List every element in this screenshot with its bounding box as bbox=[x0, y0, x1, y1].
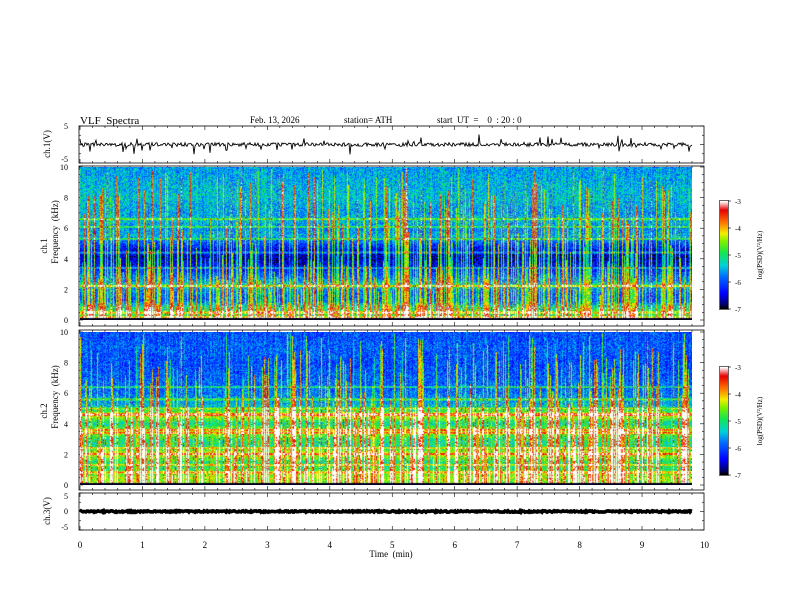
ch2-colorbar-label: log(PSD)(V²/Hz) bbox=[756, 396, 764, 445]
x-tick-label: 7 bbox=[515, 540, 520, 550]
y-tick-label: 10 bbox=[60, 163, 68, 172]
y-tick-label: 6 bbox=[64, 389, 68, 398]
ch1-colorbar-label: log(PSD)(V²/Hz) bbox=[756, 230, 764, 279]
y-tick-label: 4 bbox=[64, 255, 68, 264]
ch1-spec-ylabel-freq: Frequency (kHz) bbox=[50, 200, 60, 263]
colorbar-tick-label: -7 bbox=[735, 306, 741, 314]
ch2-spec-ylabel-ch: ch.2 bbox=[39, 403, 49, 418]
x-tick-label: 6 bbox=[452, 540, 457, 550]
date-label: Feb. 13, 2026 bbox=[250, 115, 300, 125]
ch2-spectrogram-heatmap bbox=[80, 332, 692, 485]
ch3-ylabel: ch.3(V) bbox=[42, 497, 52, 525]
colorbar-tick-label: -3 bbox=[735, 364, 741, 372]
x-axis-tick-labels: 0 1 2 3 4 5 6 7 8 9 10 bbox=[78, 540, 710, 550]
x-tick-label: 0 bbox=[78, 540, 83, 550]
ch1-waveform-line bbox=[79, 134, 693, 155]
colorbar-tick-label: -6 bbox=[735, 445, 741, 453]
ch1-spec-ytick-labels: 0 2 4 6 8 10 bbox=[60, 163, 68, 325]
ch1-colorbar-ticks: -3 -4 -5 -6 -7 bbox=[728, 198, 741, 314]
x-tick-label: 2 bbox=[203, 540, 208, 550]
figure-title: VLF Spectra bbox=[80, 115, 139, 127]
x-tick-label: 8 bbox=[577, 540, 582, 550]
y-tick-label: 0 bbox=[64, 316, 68, 325]
ch1-ytick-top: 5 bbox=[64, 122, 68, 131]
ch2-spec-ytick-labels: 0 2 4 6 8 10 bbox=[60, 328, 68, 490]
ch2-spec-white-strip bbox=[80, 485, 692, 489]
colorbar-tick-label: -6 bbox=[735, 279, 741, 287]
ch3-ytick-mid: 0 bbox=[64, 507, 68, 516]
y-tick-label: 10 bbox=[60, 328, 68, 337]
station-label: station= ATH bbox=[344, 115, 393, 125]
ch1-ticks bbox=[79, 125, 704, 164]
ch2-colorbar-ticks: -3 -4 -5 -6 -7 bbox=[728, 364, 741, 480]
colorbar-tick-label: -3 bbox=[735, 198, 741, 206]
y-tick-label: 6 bbox=[64, 224, 68, 233]
ch1-ytick-bottom: -5 bbox=[61, 155, 68, 164]
colorbar-tick-label: -5 bbox=[735, 418, 741, 426]
colorbar-tick-label: -5 bbox=[735, 252, 741, 260]
ch2-spec-ylabel-freq: Frequency (kHz) bbox=[50, 365, 60, 428]
ch1-spectrogram-heatmap bbox=[80, 167, 692, 320]
panel-ch1-waveform: 5 -5 ch.1(V) bbox=[42, 122, 705, 164]
y-tick-label: 8 bbox=[64, 359, 68, 368]
x-tick-label: 5 bbox=[390, 540, 395, 550]
panel-ch3-waveform: 5 0 -5 ch.3(V) bbox=[42, 492, 705, 532]
y-tick-label: 2 bbox=[64, 285, 68, 294]
x-tick-label: 10 bbox=[700, 540, 710, 550]
ch2-spec-frame bbox=[78, 329, 705, 491]
y-tick-label: 2 bbox=[64, 450, 68, 459]
ch3-ytick-bottom: -5 bbox=[61, 523, 68, 532]
ch1-spec-white-strip bbox=[80, 320, 692, 325]
ch3-waveform-line bbox=[78, 507, 693, 516]
colorbar-tick-label: -4 bbox=[735, 225, 741, 233]
start-ut-label: start UT = 0 : 20 : 0 bbox=[437, 115, 522, 125]
ch2-colorbar bbox=[720, 367, 728, 475]
y-tick-label: 8 bbox=[64, 194, 68, 203]
ch1-ylabel: ch.1(V) bbox=[42, 130, 52, 158]
ch1-spec-frame bbox=[78, 165, 705, 327]
ch1-spec-ylabel-ch: ch.1 bbox=[39, 238, 49, 253]
colorbar-tick-label: -4 bbox=[735, 391, 741, 399]
x-tick-label: 4 bbox=[328, 540, 333, 550]
ch3-ticks bbox=[79, 492, 704, 531]
x-tick-label: 3 bbox=[265, 540, 270, 550]
y-tick-label: 4 bbox=[64, 420, 68, 429]
x-axis-label: Time (min) bbox=[369, 549, 412, 559]
colorbar-tick-label: -7 bbox=[735, 472, 741, 480]
x-tick-label: 9 bbox=[640, 540, 645, 550]
y-tick-label: 0 bbox=[64, 481, 68, 490]
ch3-ytick-top: 5 bbox=[64, 492, 68, 501]
ch1-colorbar bbox=[720, 201, 728, 309]
x-tick-label: 1 bbox=[140, 540, 145, 550]
